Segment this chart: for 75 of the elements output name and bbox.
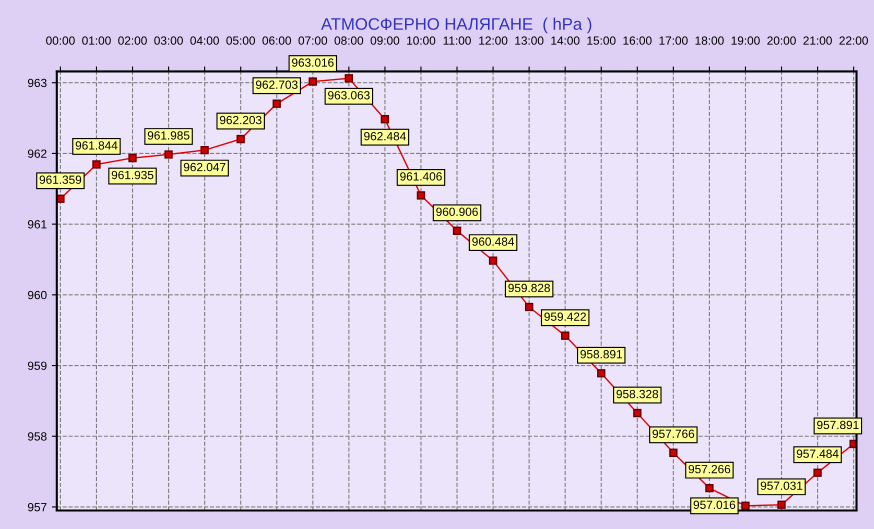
x-tick-label: 00:00 (46, 36, 75, 45)
point (524, 302, 534, 312)
data-label: 962.203 (220, 116, 262, 124)
x-tick-label: 15:00 (587, 36, 616, 45)
point (308, 77, 317, 86)
data-label: 961.359 (40, 176, 82, 184)
x-tick-label: 02:00 (118, 36, 147, 45)
data-label: 960.906 (436, 208, 478, 216)
x-tick-label: 13:00 (515, 36, 544, 45)
data-label: 960.484 (472, 237, 514, 246)
x-tick-label: 01:00 (82, 36, 111, 45)
point (669, 448, 678, 457)
data-label: 961.935 (112, 170, 154, 180)
data-label: 961.844 (76, 141, 118, 150)
x-tick-label: 16:00 (623, 36, 652, 45)
chart-title: АТМОСФЕРНО НАЛЯГАНЕ ( hPa ) (321, 18, 592, 34)
data-label: 961.985 (148, 131, 190, 140)
x-tick-label: 19:00 (732, 36, 760, 45)
point (633, 408, 642, 418)
data-label: 963.016 (292, 58, 334, 67)
data-label: 957.266 (688, 464, 730, 474)
point (741, 502, 750, 510)
y-tick-label: 959 (28, 362, 47, 370)
point (813, 468, 822, 477)
data-label: 959.828 (508, 284, 550, 292)
x-tick-label: 03:00 (154, 36, 183, 45)
data-label: 962.484 (364, 132, 406, 140)
point (777, 500, 786, 509)
point (452, 226, 462, 235)
x-tick-label: 17:00 (659, 36, 688, 45)
data-label: 963.063 (328, 91, 370, 100)
point (164, 150, 173, 159)
x-tick-label: 06:00 (262, 36, 292, 45)
data-label: 962.047 (184, 162, 226, 172)
point (561, 332, 570, 340)
y-tick-label: 960 (28, 290, 47, 300)
data-label: 957.484 (796, 450, 839, 458)
x-tick-label: 10:00 (407, 36, 436, 45)
x-tick-label: 08:00 (334, 36, 364, 45)
point (416, 191, 426, 200)
data-label: 959.422 (544, 312, 586, 321)
x-tick-label: 12:00 (479, 36, 508, 45)
data-label: 958.891 (580, 350, 622, 358)
point (344, 74, 354, 82)
data-label: 962.703 (256, 80, 298, 89)
point (380, 115, 390, 124)
point (236, 134, 245, 144)
y-tick-label: 958 (28, 432, 47, 441)
point (200, 146, 209, 154)
point (705, 484, 714, 492)
y-tick-label: 963 (28, 78, 47, 88)
x-tick-label: 07:00 (298, 36, 328, 45)
x-tick-label: 11:00 (444, 36, 471, 45)
data-label: 957.016 (694, 500, 736, 509)
x-tick-label: 05:00 (226, 36, 256, 45)
x-tick-label: 14:00 (551, 36, 580, 45)
x-tick-label: 22:00 (839, 36, 868, 45)
data-label: 957.891 (817, 420, 859, 430)
data-label: 958.328 (616, 390, 658, 398)
x-tick-label: 18:00 (696, 36, 724, 45)
point (272, 100, 281, 108)
y-tick-label: 957 (28, 502, 46, 512)
data-label: 957.766 (652, 430, 694, 438)
data-label: 961.406 (400, 172, 442, 181)
x-tick-label: 04:00 (190, 36, 219, 45)
point (488, 256, 498, 265)
x-tick-label: 20:00 (767, 36, 796, 45)
x-tick-label: 09:00 (370, 36, 400, 45)
point (92, 160, 101, 169)
x-tick-label: 21:00 (803, 36, 832, 45)
y-tick-label: 962 (28, 149, 46, 158)
y-tick-label: 961 (28, 220, 47, 229)
data-label: 957.031 (760, 482, 802, 490)
point (597, 369, 606, 378)
point (128, 154, 137, 162)
